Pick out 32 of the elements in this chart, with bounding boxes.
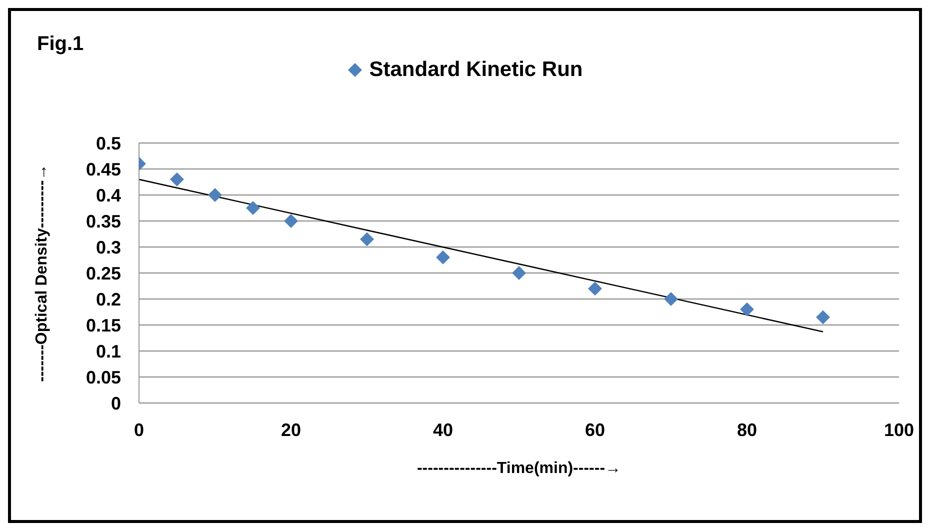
y-tick-label: 0 [110,393,121,414]
y-tick-label: 0.45 [86,159,121,180]
point [436,250,450,264]
point [284,214,298,228]
y-axis-title: -------Optical Density---------→ [34,164,51,382]
point [360,232,374,246]
y-tick-label: 0.5 [96,133,121,154]
y-tick-label: 0.05 [86,367,121,388]
y-tick-label: 0.25 [86,263,121,284]
point [588,282,602,296]
x-axis-title: ---------------Time(min)------→ [416,460,622,477]
point [512,266,526,280]
point [816,310,830,324]
chart-title: Fig.1 [37,33,84,56]
x-tick-label: 40 [432,420,454,440]
point [664,292,678,306]
y-tick-label: 0.2 [96,289,121,310]
x-tick-label: 80 [736,420,758,440]
y-tick-label: 0.1 [96,341,121,362]
y-tick-label: 0.35 [86,211,121,232]
point [740,302,754,316]
y-tick-label: 0.3 [96,237,121,258]
point [246,201,260,215]
point [170,172,184,186]
x-tick-label: 60 [584,420,606,440]
point [208,188,222,202]
y-tick-label: 0.15 [86,315,121,336]
x-tick-label: 20 [280,420,302,440]
x-tick-label: 100 [884,420,914,440]
y-tick-label: 0.4 [96,185,121,206]
legend-label: Standard Kinetic Run [369,58,583,82]
x-tick-label: 0 [134,420,144,440]
